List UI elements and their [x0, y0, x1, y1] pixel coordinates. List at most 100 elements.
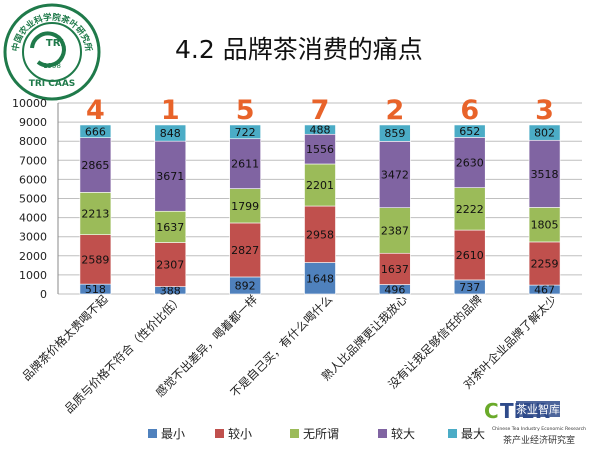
bar-segment — [154, 242, 187, 287]
bar-segment — [379, 207, 411, 254]
logo-mid-text: TRI — [46, 38, 64, 49]
rank-label: 1 — [161, 95, 180, 126]
data-label: 2307 — [156, 259, 184, 272]
bar-segment — [528, 241, 561, 286]
y-tick-label: 2000 — [19, 250, 47, 263]
data-label: 2222 — [456, 203, 484, 216]
bar-segment — [79, 124, 112, 138]
data-label: 2213 — [81, 208, 109, 221]
data-label: 2827 — [231, 244, 259, 257]
logo-year: 1958 — [43, 62, 61, 70]
data-label: 1648 — [306, 272, 334, 285]
brand-name-cn: 茶产业经济研究室 — [503, 434, 575, 446]
data-label: 892 — [235, 279, 256, 292]
data-label: 722 — [235, 126, 256, 139]
bar-segment — [79, 234, 112, 285]
data-label: 2589 — [81, 253, 109, 266]
bar-segment — [453, 229, 486, 281]
data-label: 1805 — [531, 219, 559, 232]
data-label: 496 — [384, 283, 405, 296]
bar-segment — [453, 137, 486, 188]
data-label: 2387 — [381, 224, 409, 237]
y-tick-label: 1000 — [19, 269, 47, 282]
legend-swatch — [148, 429, 157, 438]
bar-segment — [304, 205, 336, 263]
data-label: 802 — [534, 127, 555, 140]
rank-label: 2 — [385, 95, 404, 126]
y-tick-label: 10000 — [12, 97, 47, 110]
y-tick-label: 6000 — [19, 173, 47, 186]
legend-swatch — [378, 429, 387, 438]
legend-swatch — [215, 429, 224, 438]
data-label: 2259 — [531, 258, 559, 271]
bar-segment — [229, 124, 261, 140]
bar-segment — [379, 141, 411, 208]
bar-segment — [528, 139, 561, 208]
bar-segment — [379, 252, 411, 285]
bar-segment — [229, 222, 261, 278]
rank-label: 4 — [86, 95, 105, 126]
slide-title: 4.2 品牌茶消费的痛点 — [175, 35, 423, 64]
rank-label: 7 — [311, 95, 330, 126]
rank-label: 5 — [236, 95, 255, 126]
data-label: 1637 — [381, 263, 409, 276]
svg-text:C: C — [484, 399, 499, 423]
data-label: 2958 — [306, 228, 334, 241]
data-label: 3472 — [381, 169, 409, 182]
bar-segment — [528, 207, 561, 243]
x-tick-label: 品质与价格不符合（性价比低） — [62, 292, 186, 416]
data-label: 666 — [85, 125, 106, 138]
bar-segment — [528, 124, 561, 141]
data-label: 3671 — [156, 170, 184, 183]
y-tick-label: 7000 — [19, 154, 47, 167]
legend-swatch — [448, 429, 457, 438]
y-tick-label: 8000 — [19, 135, 47, 148]
bar-segment — [154, 140, 187, 212]
bar-segment — [79, 192, 112, 235]
tier-brand-logo: C TIER 茶业智库 Chinese Tea Industry Economi… — [478, 392, 600, 450]
data-label: 3518 — [531, 168, 559, 181]
legend-label: 最小 — [161, 427, 185, 441]
data-label: 859 — [384, 127, 405, 140]
data-label: 2201 — [306, 179, 334, 192]
data-label: 1556 — [306, 143, 334, 156]
y-tick-label: 0 — [40, 288, 47, 301]
data-label: 388 — [160, 284, 181, 297]
cas-tri-logo: 中国农业科学院茶叶研究所 TRI 1958 TRI CAAS — [2, 2, 102, 102]
bar-segment — [379, 124, 411, 142]
legend-label: 无所谓 — [303, 427, 339, 441]
brand-name-en: Chinese Tea Industry Economic Research — [492, 426, 586, 432]
bar-segment — [79, 137, 112, 193]
data-label: 848 — [160, 127, 181, 140]
y-tick-label: 9000 — [19, 116, 47, 129]
data-label: 1799 — [231, 200, 259, 213]
legend-label: 最大 — [461, 427, 485, 441]
y-tick-label: 4000 — [19, 212, 47, 225]
legend-label: 较大 — [391, 426, 415, 441]
bar-segment — [304, 133, 336, 165]
y-tick-label: 3000 — [19, 231, 47, 244]
rank-label: 3 — [535, 95, 554, 126]
bar-segment — [304, 163, 336, 207]
data-label: 652 — [459, 125, 480, 138]
data-label: 1637 — [156, 221, 184, 234]
brand-name-top: 茶业智库 — [516, 402, 560, 416]
logo-bottom-text: TRI CAAS — [29, 79, 76, 89]
legend-label: 较小 — [228, 426, 252, 441]
data-label: 2610 — [456, 249, 484, 262]
data-label: 488 — [310, 124, 331, 137]
bar-segment — [229, 138, 261, 189]
rank-label: 6 — [460, 95, 479, 126]
y-tick-label: 5000 — [19, 193, 47, 206]
bar-segment — [304, 124, 336, 135]
bar-segment — [453, 124, 486, 138]
data-label: 2865 — [81, 159, 109, 172]
bar-segment — [154, 124, 187, 142]
bar-segment — [229, 188, 261, 224]
bar-segment — [154, 210, 187, 243]
data-label: 467 — [534, 284, 555, 297]
data-label: 518 — [85, 283, 106, 296]
data-label: 2630 — [456, 157, 484, 170]
legend-swatch — [290, 429, 299, 438]
